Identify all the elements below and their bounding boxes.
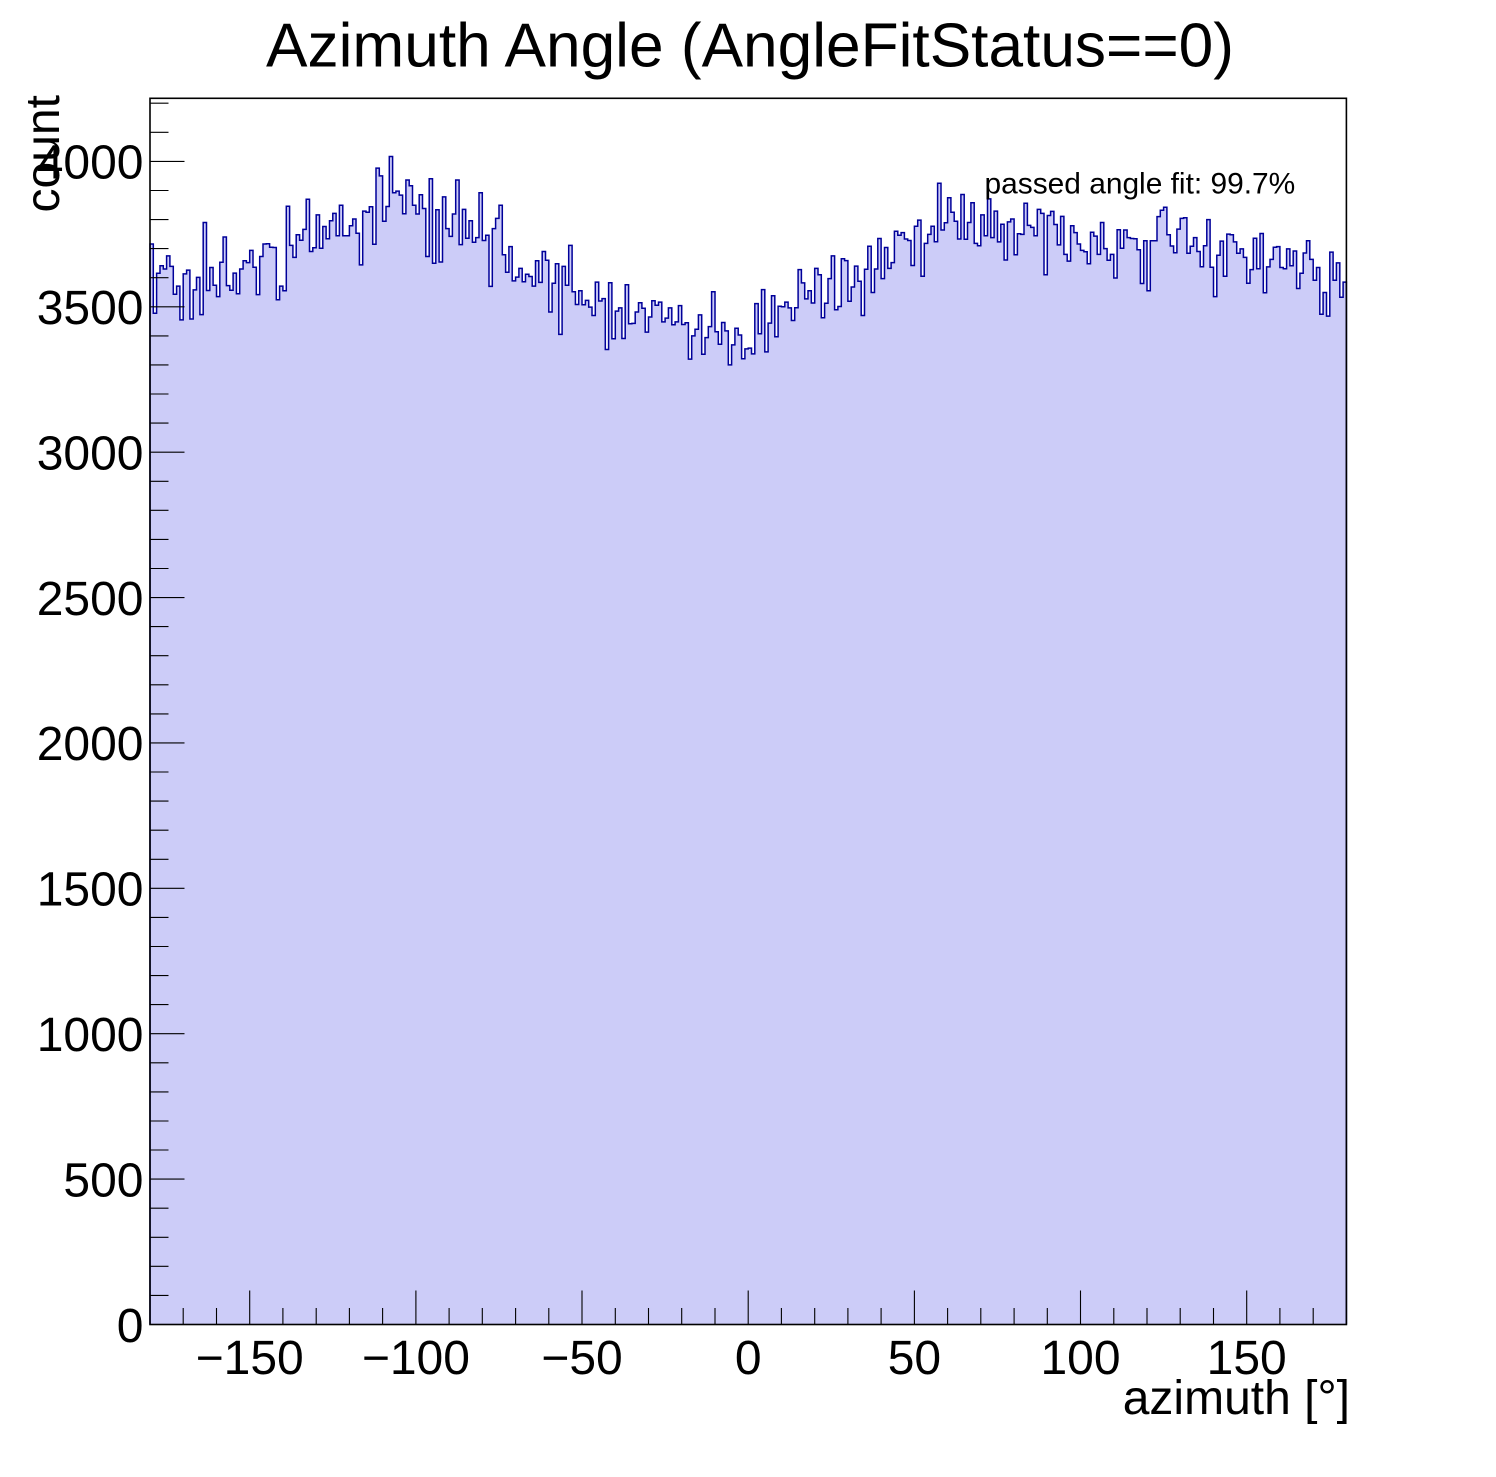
svg-text:−50: −50 — [541, 1332, 622, 1385]
svg-text:count: count — [17, 95, 70, 212]
svg-text:100: 100 — [1040, 1332, 1120, 1385]
svg-text:1000: 1000 — [37, 1009, 144, 1062]
svg-text:3000: 3000 — [37, 428, 144, 481]
svg-text:−100: −100 — [362, 1332, 470, 1385]
svg-text:150: 150 — [1207, 1332, 1287, 1385]
svg-text:0: 0 — [735, 1332, 762, 1385]
svg-text:passed angle fit: 99.7%: passed angle fit: 99.7% — [985, 168, 1296, 201]
svg-text:0: 0 — [117, 1300, 144, 1353]
svg-text:azimuth [°]: azimuth [°] — [1123, 1372, 1350, 1425]
svg-text:−150: −150 — [196, 1332, 304, 1385]
svg-text:1500: 1500 — [37, 864, 144, 917]
svg-text:3500: 3500 — [37, 282, 144, 335]
svg-text:2000: 2000 — [37, 718, 144, 771]
svg-text:500: 500 — [63, 1154, 143, 1207]
svg-text:2500: 2500 — [37, 573, 144, 626]
svg-text:4000: 4000 — [37, 137, 144, 190]
svg-text:Azimuth Angle (AngleFitStatus=: Azimuth Angle (AngleFitStatus==0) — [266, 12, 1234, 81]
svg-text:50: 50 — [888, 1332, 941, 1385]
